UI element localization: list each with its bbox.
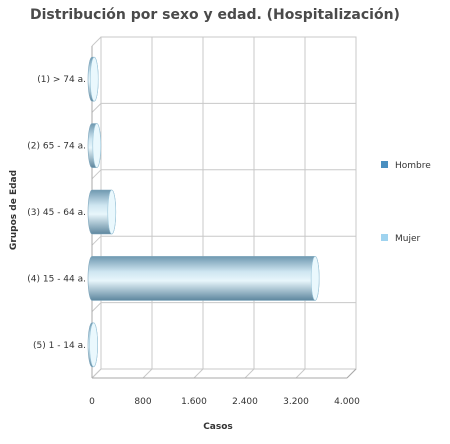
bar-mujer (87, 123, 102, 168)
x-tick-label: 0 (89, 397, 95, 407)
plot-back-wall (100, 36, 357, 370)
legend-swatch (381, 234, 388, 241)
bar-end-cap (107, 189, 117, 235)
chart-title: Distribución por sexo y edad. (Hospitali… (30, 7, 400, 23)
band-separator (91, 235, 102, 246)
band-separator (91, 103, 102, 113)
band-separator (91, 368, 102, 379)
category-label: (1) > 74 a. (37, 75, 86, 85)
x-tick-label: 1.600 (181, 397, 207, 407)
y-axis-title: Grupos de Edad (9, 170, 19, 250)
category-label: (4) 15 - 44 a. (27, 274, 86, 284)
x-axis-corner (346, 368, 357, 379)
floor-gridline (244, 368, 255, 379)
legend-swatch (381, 161, 388, 168)
category-labels: (1) > 74 a. (2) 65 - 74 a. (3) 45 - 64 a. (… (27, 75, 86, 351)
band-separator (91, 36, 102, 47)
bar-end-cap (89, 56, 99, 102)
bar-mujer (87, 56, 99, 102)
legend: Hombre Mujer (381, 161, 431, 244)
plot-grid (91, 36, 357, 379)
x-tick-label: 800 (134, 397, 151, 407)
bar-mujer (87, 256, 320, 301)
bar-end-cap (89, 322, 98, 368)
band-separator (91, 169, 102, 180)
legend-label: Mujer (395, 234, 421, 244)
x-tick-label: 3.200 (283, 397, 309, 407)
bar-end-cap (92, 123, 102, 168)
bars (87, 56, 320, 368)
legend-label: Hombre (395, 161, 431, 171)
bar-mujer (87, 322, 98, 368)
x-axis-title: Casos (203, 422, 233, 432)
category-label: (5) 1 - 14 a. (33, 341, 86, 351)
x-tick-label: 2.400 (232, 397, 258, 407)
bar-body (87, 256, 320, 301)
floor-gridline (142, 368, 153, 379)
x-tick-label: 4.000 (334, 397, 360, 407)
category-label: (2) 65 - 74 a. (27, 142, 86, 152)
band-separator (91, 302, 102, 312)
bar-end-cap (310, 256, 320, 301)
floor-gridline (193, 368, 204, 379)
bar-mujer (87, 189, 117, 235)
category-label: (3) 45 - 64 a. (27, 208, 86, 218)
x-tick-labels: 0 800 1.600 2.400 3.200 4.000 (89, 397, 360, 407)
floor-gridline (295, 368, 306, 379)
